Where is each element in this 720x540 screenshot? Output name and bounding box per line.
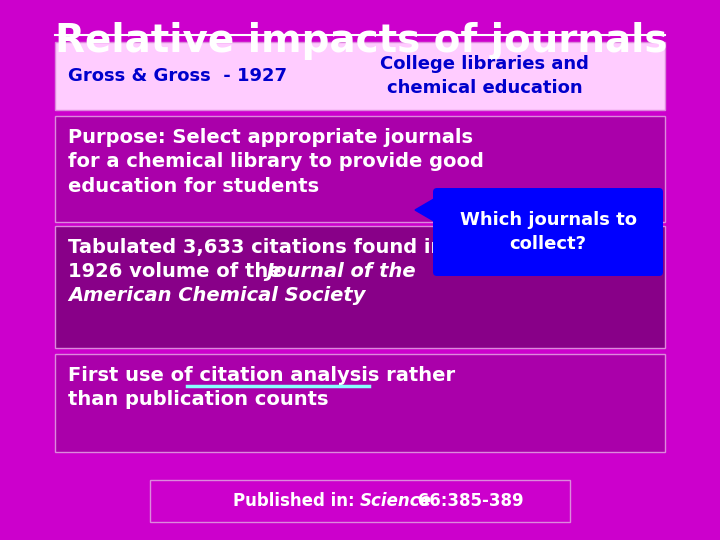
Text: Purpose: Select appropriate journals
for a chemical library to provide good
educ: Purpose: Select appropriate journals for… — [68, 128, 484, 195]
Text: Journal of the: Journal of the — [266, 262, 415, 281]
Text: 1926 volume of the: 1926 volume of the — [68, 262, 289, 281]
Text: College libraries and
chemical education: College libraries and chemical education — [380, 55, 589, 97]
FancyBboxPatch shape — [55, 116, 665, 222]
Text: 66:385-389: 66:385-389 — [412, 492, 523, 510]
FancyBboxPatch shape — [150, 480, 570, 522]
FancyBboxPatch shape — [55, 354, 665, 452]
Text: Science: Science — [360, 492, 432, 510]
Text: Published in:: Published in: — [233, 492, 360, 510]
Text: Gross & Gross  - 1927: Gross & Gross - 1927 — [68, 67, 287, 85]
FancyBboxPatch shape — [55, 226, 665, 348]
FancyBboxPatch shape — [433, 188, 663, 276]
Polygon shape — [415, 196, 439, 224]
Text: Relative impacts of journals: Relative impacts of journals — [55, 22, 667, 60]
FancyBboxPatch shape — [55, 42, 665, 110]
Text: First use of citation analysis rather
than publication counts: First use of citation analysis rather th… — [68, 366, 455, 409]
Text: American Chemical Society: American Chemical Society — [68, 286, 366, 305]
Text: Tabulated 3,633 citations found in the: Tabulated 3,633 citations found in the — [68, 238, 487, 257]
Text: Which journals to
collect?: Which journals to collect? — [459, 211, 636, 253]
